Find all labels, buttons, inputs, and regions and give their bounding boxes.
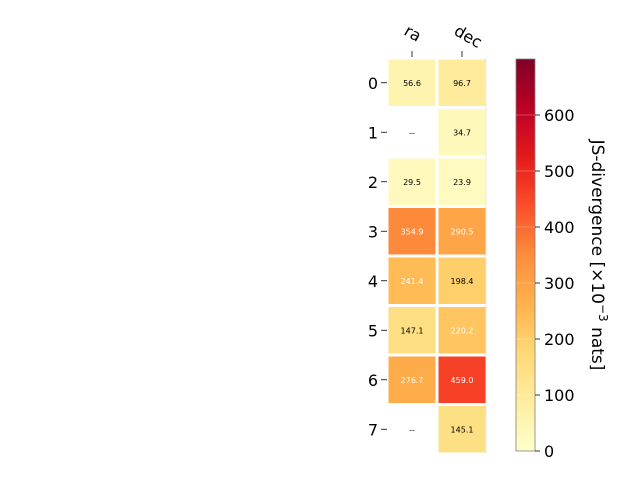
cell-value-label: 34.7 (453, 128, 471, 137)
cell-value-label: 290.5 (451, 227, 474, 236)
row-label-6: 6 (368, 371, 378, 390)
heatmap-cell (438, 109, 486, 156)
column-label-dec: dec (451, 21, 485, 52)
colorbar-label: JS-divergence [×10−3 nats] (587, 139, 610, 371)
cell-value-label: 96.7 (453, 79, 471, 88)
row-labels: 0 1 2 3 4 5 6 7 (368, 74, 387, 439)
cell-value-label: 29.5 (403, 178, 421, 187)
heatmap-cell (388, 59, 436, 106)
colorbar-tick-label: 400 (544, 218, 575, 237)
row-label-3: 3 (368, 222, 378, 241)
row-label-4: 4 (368, 272, 378, 291)
cell-missing-label: -- (409, 128, 415, 137)
cell-value-label: 56.6 (403, 79, 421, 88)
cell-value-label: 459.0 (451, 376, 474, 385)
heatmap-cell (438, 356, 486, 403)
heatmap-cell (438, 406, 486, 453)
cell-missing-label: -- (409, 425, 415, 434)
cell-value-label: 147.1 (401, 326, 424, 335)
column-labels: ra dec (401, 21, 485, 57)
cell-value-label: 354.9 (401, 227, 424, 236)
heatmap-cell (438, 208, 486, 255)
colorbar-tick-label: 300 (544, 274, 575, 293)
row-label-7: 7 (368, 420, 378, 439)
colorbar-gradient (515, 58, 536, 452)
heatmap-cells: 56.6 96.7 -- 34.7 29.5 23.9 354.9 290.5 241.4 198… (388, 58, 487, 454)
row-label-0: 0 (368, 74, 378, 93)
cell-value-label: 220.2 (451, 326, 474, 335)
cell-value-label: 241.4 (401, 277, 424, 286)
heatmap-cell (438, 307, 486, 354)
heatmap-cell (438, 257, 486, 304)
row-label-5: 5 (368, 321, 378, 340)
cell-value-label: 198.4 (451, 277, 474, 286)
row-label-1: 1 (368, 123, 378, 142)
colorbar-tick-label: 600 (544, 106, 575, 125)
colorbar-tick-label: 0 (544, 442, 554, 461)
cell-value-label: 145.1 (451, 425, 474, 434)
column-label-ra: ra (401, 21, 425, 46)
heatmap-cell (438, 158, 486, 205)
colorbar-tick-label: 500 (544, 162, 575, 181)
heatmap-cell (438, 59, 486, 106)
colorbar-tick-label: 200 (544, 330, 575, 349)
colorbar-tick-label: 100 (544, 386, 575, 405)
heatmap-cell (388, 307, 436, 354)
cell-value-label: 23.9 (453, 178, 471, 187)
heatmap-cell (388, 158, 436, 205)
heatmap-cell (388, 356, 436, 403)
colorbar: 0 100 200 300 400 500 600 JS-divergence [×10−3… (515, 58, 610, 461)
colorbar-ticks: 0 100 200 300 400 500 600 (516, 106, 575, 461)
cell-value-label: 276.7 (401, 376, 424, 385)
row-label-2: 2 (368, 173, 378, 192)
heatmap-cell (388, 257, 436, 304)
heatmap-cell (388, 208, 436, 255)
